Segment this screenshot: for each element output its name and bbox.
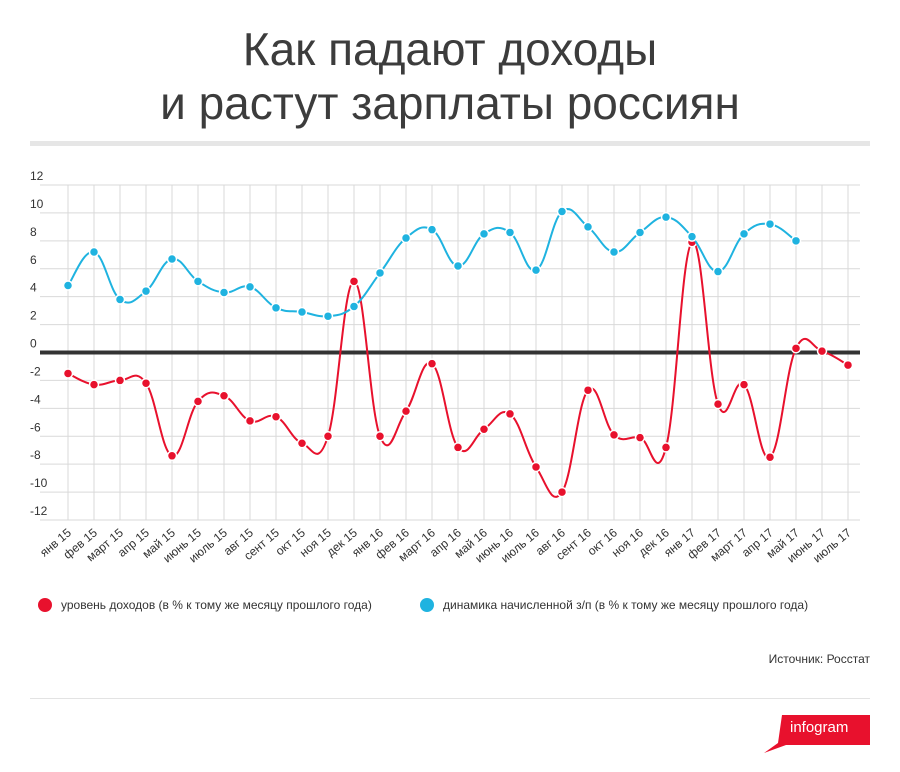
data-point-income [790,343,802,354]
data-point-wage [400,232,412,244]
data-point-wage [62,280,74,291]
data-point-income [738,379,750,390]
title-line-2: и растут зарплаты россиян [160,77,740,129]
y-tick-label: -6 [30,420,41,434]
data-point-wage [348,301,360,312]
data-point-income [426,358,438,369]
data-point-income [556,486,568,498]
y-tick-label: 4 [30,281,37,295]
legend-item-wage: динамика начисленной з/п (в % к тому же … [420,598,808,612]
data-point-income [296,437,308,449]
data-point-wage [582,221,594,233]
data-point-income [114,375,126,386]
data-point-wage [608,246,620,258]
data-point-income [478,424,490,435]
data-point-income [530,461,542,473]
legend-label-wage: динамика начисленной з/п (в % к тому же … [443,598,809,612]
title-divider [30,141,870,146]
legend-label-income: уровень доходов (в % к тому же месяцу пр… [61,598,372,612]
source-note: Источник: Росстат [768,652,870,666]
data-point-wage [738,228,750,240]
data-point-income [166,450,178,462]
data-point-wage [686,231,698,242]
data-point-wage [634,227,646,238]
legend-marker-wage [420,598,434,612]
data-point-income [816,345,828,357]
data-point-wage [322,310,334,322]
data-point-wage [530,264,542,276]
footer-divider [30,698,870,699]
legend-item-income: уровень доходов (в % к тому же месяцу пр… [38,598,372,612]
data-point-income [634,432,646,443]
infogram-logo[interactable] [760,713,870,769]
data-point-wage [764,218,776,230]
y-tick-label: -2 [30,364,41,378]
data-point-income [374,431,386,442]
y-tick-label: -4 [30,392,41,406]
y-tick-label: 2 [30,309,37,323]
y-tick-label: -12 [30,504,48,518]
data-point-income [400,405,412,417]
y-tick-label: -8 [30,448,41,462]
data-point-wage [218,287,230,298]
y-tick-label: 0 [30,337,37,351]
data-point-wage [270,302,282,314]
data-point-income [140,377,152,389]
data-point-wage [504,227,516,238]
data-point-income [608,429,620,441]
y-tick-label: 10 [30,197,44,211]
y-tick-label: 6 [30,253,37,267]
data-point-wage [426,224,438,235]
infogram-logo-text: infogram [790,719,849,736]
data-point-income [452,442,464,453]
title-line-1: Как падают доходы [242,23,658,75]
data-point-wage [790,235,802,247]
data-point-wage [452,260,464,272]
y-tick-label: 12 [30,170,44,183]
chart-title: Как падают доходы и растут зарплаты росс… [0,22,900,130]
data-point-income [582,384,594,396]
data-point-income [348,276,360,287]
data-point-income [322,431,334,442]
data-point-wage [556,206,568,217]
y-tick-label: -10 [30,476,48,490]
data-point-income [504,408,516,420]
data-point-income [88,379,100,390]
data-point-wage [140,285,152,297]
data-point-wage [478,228,490,240]
data-point-income [62,368,74,379]
data-point-wage [374,267,386,279]
data-point-wage [88,246,100,258]
data-point-income [244,415,256,427]
data-point-income [842,359,854,371]
data-point-income [712,398,724,410]
legend-marker-income [38,598,52,612]
data-point-wage [244,281,256,293]
data-point-wage [166,253,178,265]
data-point-wage [660,211,672,223]
data-point-income [218,390,230,402]
data-point-income [192,396,204,407]
data-point-income [270,411,282,422]
data-point-wage [114,294,126,305]
data-point-income [764,451,776,463]
data-point-wage [192,276,204,287]
data-point-wage [712,266,724,277]
y-tick-label: 8 [30,225,37,239]
data-point-wage [296,306,308,318]
data-point-income [660,442,672,453]
